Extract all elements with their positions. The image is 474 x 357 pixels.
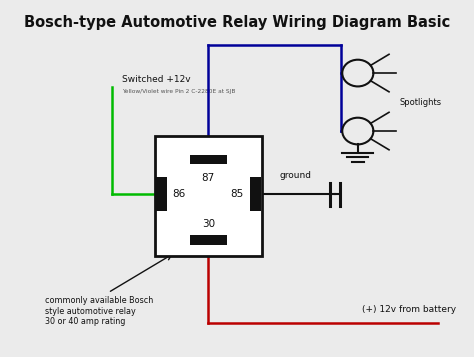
Circle shape	[342, 118, 374, 145]
Circle shape	[342, 60, 374, 86]
Text: commonly available Bosch
style automotive relay
30 or 40 amp rating: commonly available Bosch style automotiv…	[45, 296, 153, 326]
Text: (+) 12v from battery: (+) 12v from battery	[362, 305, 456, 314]
Text: Switched +12v: Switched +12v	[122, 75, 191, 84]
Bar	[156, 177, 166, 211]
Text: 87: 87	[202, 172, 215, 182]
Text: Yellow/Violet wire Pin 2 C-2280E at SJB: Yellow/Violet wire Pin 2 C-2280E at SJB	[122, 89, 236, 94]
Text: Spotlights: Spotlights	[400, 97, 442, 106]
Text: 30: 30	[202, 219, 215, 229]
Text: ground: ground	[279, 171, 311, 180]
Text: Bosch-type Automotive Relay Wiring Diagram Basic: Bosch-type Automotive Relay Wiring Diagr…	[24, 15, 450, 30]
Text: 85: 85	[231, 189, 244, 199]
Text: 86: 86	[173, 189, 186, 199]
Bar	[155, 136, 262, 256]
Bar	[250, 177, 261, 211]
Bar	[190, 235, 227, 245]
Bar	[190, 155, 227, 164]
